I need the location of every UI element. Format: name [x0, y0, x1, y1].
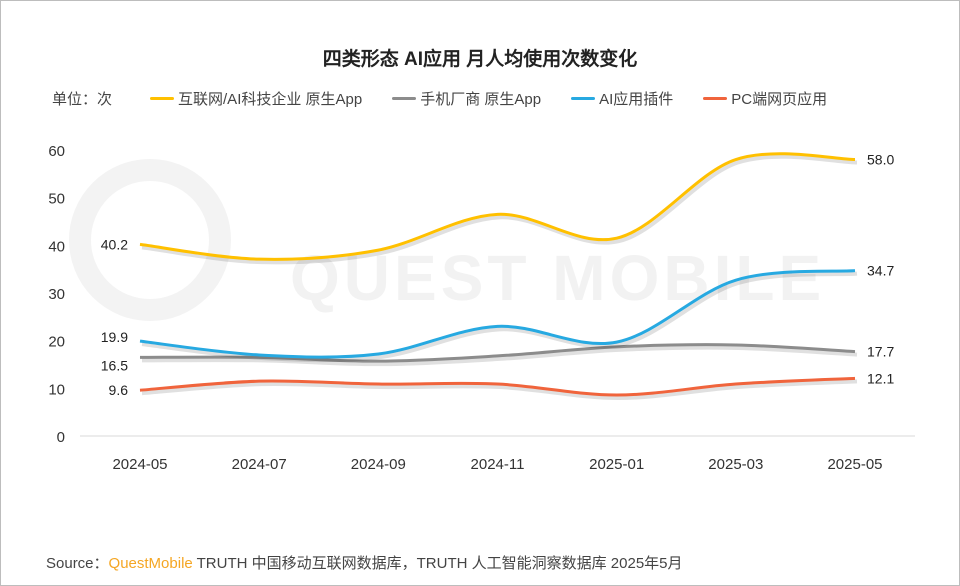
source-brand: QuestMobile [108, 555, 193, 572]
data-label-last: 34.7 [867, 263, 894, 279]
y-tick-label: 60 [48, 143, 65, 160]
data-label-first: 19.9 [101, 329, 128, 345]
y-tick-label: 30 [48, 286, 65, 303]
legend-item: AI应用插件 [571, 88, 673, 109]
legend-swatch [571, 97, 596, 100]
legend-item: PC端网页应用 [703, 88, 827, 109]
x-tick-label: 2025-01 [589, 456, 644, 473]
legend-label: AI应用插件 [599, 91, 674, 108]
watermark-logo: QUEST MOBILE [290, 242, 825, 314]
legend-item: 互联网/AI科技企业 原生App [150, 88, 362, 109]
data-label-first: 40.2 [101, 236, 128, 252]
legend-label: PC端网页应用 [731, 91, 828, 108]
legend: 单位：次 互联网/AI科技企业 原生App 手机厂商 原生App AI应用插件 PC端… [52, 88, 857, 109]
chart-title: 四类形态 AI应用 月人均使用次数变化 [322, 49, 638, 70]
series-shadow [141, 345, 858, 367]
series-shadow [141, 379, 858, 401]
watermark-logo-circle [69, 159, 231, 321]
series-shadow [141, 154, 858, 265]
legend-label: 互联网/AI科技企业 原生App [178, 91, 363, 108]
x-tick-label: 2024-07 [232, 456, 287, 473]
series-shadow [141, 271, 858, 363]
legend-swatch [392, 97, 417, 100]
y-tick-label: 0 [57, 429, 65, 446]
x-tick-label: 2025-03 [708, 456, 763, 473]
x-tick-label: 2024-05 [112, 456, 167, 473]
y-tick-label: 50 [48, 191, 65, 208]
data-label-last: 58.0 [867, 152, 894, 168]
x-tick-label: 2024-11 [471, 456, 525, 473]
y-tick-label: 40 [48, 238, 65, 255]
legend-swatch [703, 97, 728, 100]
y-tick-label: 10 [48, 381, 65, 398]
data-label-first: 9.6 [109, 382, 129, 398]
legend-label: 手机厂商 原生App [420, 91, 542, 108]
y-tick-label: 20 [48, 334, 65, 351]
data-label-last: 17.7 [867, 344, 894, 360]
x-tick-label: 2024-09 [351, 456, 406, 473]
source-note: Source：QuestMobile TRUTH 中国移动互联网数据库，TRUT… [46, 552, 683, 573]
source-text: TRUTH 中国移动互联网数据库，TRUTH 人工智能洞察数据库 2025年5月 [192, 555, 683, 572]
unit-label: 单位：次 [52, 91, 113, 108]
data-label-last: 12.1 [867, 370, 894, 386]
source-prefix: Source： [46, 555, 109, 572]
legend-swatch [150, 97, 175, 100]
data-label-first: 16.5 [101, 357, 128, 373]
legend-item: 手机厂商 原生App [392, 88, 541, 109]
x-tick-label: 2025-05 [827, 456, 882, 473]
